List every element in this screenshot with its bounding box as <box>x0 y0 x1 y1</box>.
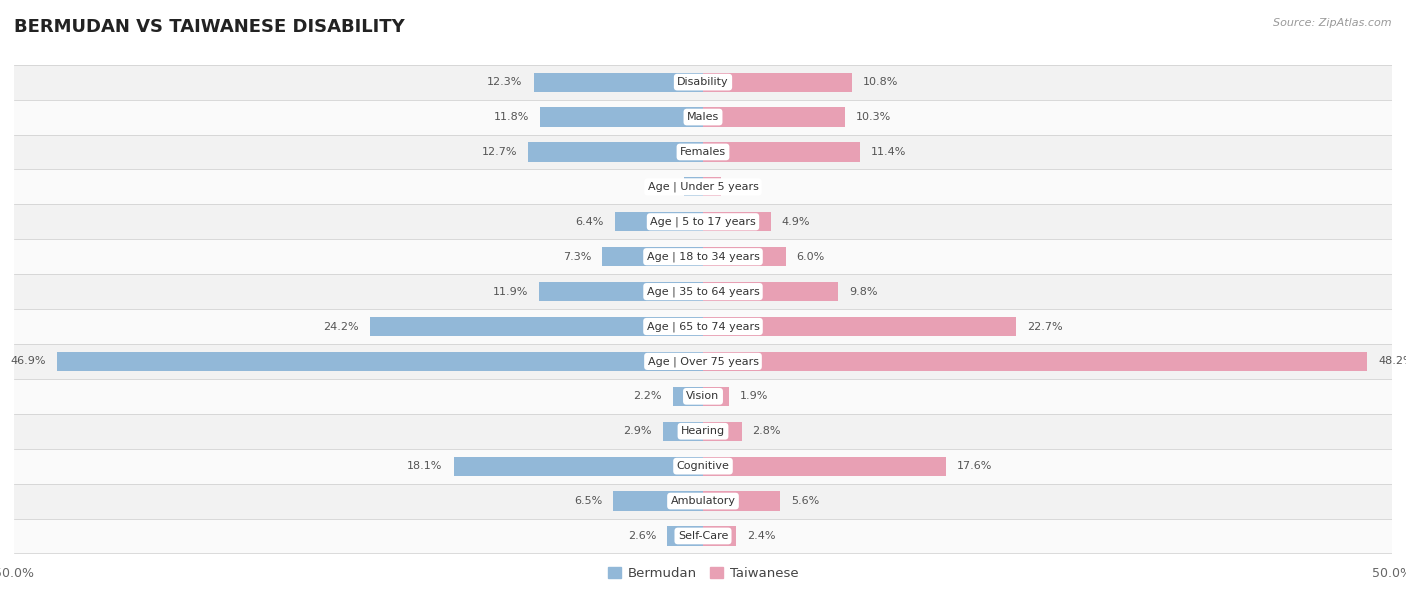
Bar <box>14 100 1392 135</box>
Bar <box>14 414 1392 449</box>
Bar <box>703 73 852 92</box>
Text: Vision: Vision <box>686 391 720 401</box>
Text: Age | 5 to 17 years: Age | 5 to 17 years <box>650 217 756 227</box>
Bar <box>703 491 780 510</box>
Bar <box>56 352 703 371</box>
Bar <box>540 108 703 127</box>
Bar <box>14 135 1392 170</box>
Text: 11.9%: 11.9% <box>492 286 529 297</box>
Bar <box>14 65 1392 100</box>
Text: 4.9%: 4.9% <box>782 217 810 227</box>
Text: 11.4%: 11.4% <box>872 147 907 157</box>
Bar <box>14 518 1392 553</box>
Text: 2.6%: 2.6% <box>627 531 657 541</box>
Bar <box>14 309 1392 344</box>
Text: 5.6%: 5.6% <box>792 496 820 506</box>
Bar <box>703 143 860 162</box>
Text: Age | 65 to 74 years: Age | 65 to 74 years <box>647 321 759 332</box>
Text: Females: Females <box>681 147 725 157</box>
Text: Age | 18 to 34 years: Age | 18 to 34 years <box>647 252 759 262</box>
Text: Age | Over 75 years: Age | Over 75 years <box>648 356 758 367</box>
Bar <box>370 317 703 336</box>
Text: 22.7%: 22.7% <box>1026 321 1063 332</box>
Text: 7.3%: 7.3% <box>562 252 592 262</box>
Text: 9.8%: 9.8% <box>849 286 877 297</box>
Bar <box>14 449 1392 483</box>
Text: Age | Under 5 years: Age | Under 5 years <box>648 182 758 192</box>
Text: 2.4%: 2.4% <box>747 531 776 541</box>
Bar <box>703 457 945 476</box>
Bar <box>703 352 1367 371</box>
Bar <box>614 212 703 231</box>
Text: 2.9%: 2.9% <box>623 426 652 436</box>
Bar <box>703 387 730 406</box>
Text: 10.3%: 10.3% <box>856 112 891 122</box>
Bar <box>529 143 703 162</box>
Text: Males: Males <box>688 112 718 122</box>
Bar <box>703 317 1015 336</box>
Text: 1.3%: 1.3% <box>733 182 761 192</box>
Bar <box>683 177 703 196</box>
Text: Hearing: Hearing <box>681 426 725 436</box>
Text: 10.8%: 10.8% <box>863 77 898 87</box>
Bar <box>672 387 703 406</box>
Bar <box>14 483 1392 518</box>
Text: Source: ZipAtlas.com: Source: ZipAtlas.com <box>1274 18 1392 28</box>
Text: 2.8%: 2.8% <box>752 426 782 436</box>
Bar <box>668 526 703 545</box>
Text: 46.9%: 46.9% <box>10 356 46 367</box>
Bar <box>533 73 703 92</box>
Text: BERMUDAN VS TAIWANESE DISABILITY: BERMUDAN VS TAIWANESE DISABILITY <box>14 18 405 36</box>
Text: 6.4%: 6.4% <box>575 217 603 227</box>
Text: 11.8%: 11.8% <box>494 112 530 122</box>
Text: 12.3%: 12.3% <box>486 77 523 87</box>
Bar <box>703 422 741 441</box>
Text: 24.2%: 24.2% <box>323 321 359 332</box>
Text: Ambulatory: Ambulatory <box>671 496 735 506</box>
Bar <box>703 212 770 231</box>
Bar <box>14 274 1392 309</box>
Legend: Bermudan, Taiwanese: Bermudan, Taiwanese <box>602 561 804 585</box>
Text: 18.1%: 18.1% <box>408 461 443 471</box>
Bar <box>14 344 1392 379</box>
Bar <box>538 282 703 301</box>
Bar <box>703 177 721 196</box>
Text: Disability: Disability <box>678 77 728 87</box>
Text: 6.5%: 6.5% <box>574 496 602 506</box>
Text: 48.2%: 48.2% <box>1378 356 1406 367</box>
Bar <box>14 239 1392 274</box>
Bar <box>703 526 737 545</box>
Bar <box>602 247 703 266</box>
Text: 6.0%: 6.0% <box>797 252 825 262</box>
Text: 1.9%: 1.9% <box>740 391 769 401</box>
Bar <box>613 491 703 510</box>
Text: 2.2%: 2.2% <box>633 391 662 401</box>
Text: 1.4%: 1.4% <box>644 182 672 192</box>
Bar <box>14 379 1392 414</box>
Bar <box>703 247 786 266</box>
Text: Cognitive: Cognitive <box>676 461 730 471</box>
Bar <box>664 422 703 441</box>
Text: 12.7%: 12.7% <box>481 147 517 157</box>
Bar <box>703 108 845 127</box>
Text: 17.6%: 17.6% <box>956 461 991 471</box>
Bar <box>14 204 1392 239</box>
Bar <box>14 170 1392 204</box>
Bar <box>703 282 838 301</box>
Text: Self-Care: Self-Care <box>678 531 728 541</box>
Text: Age | 35 to 64 years: Age | 35 to 64 years <box>647 286 759 297</box>
Bar <box>454 457 703 476</box>
